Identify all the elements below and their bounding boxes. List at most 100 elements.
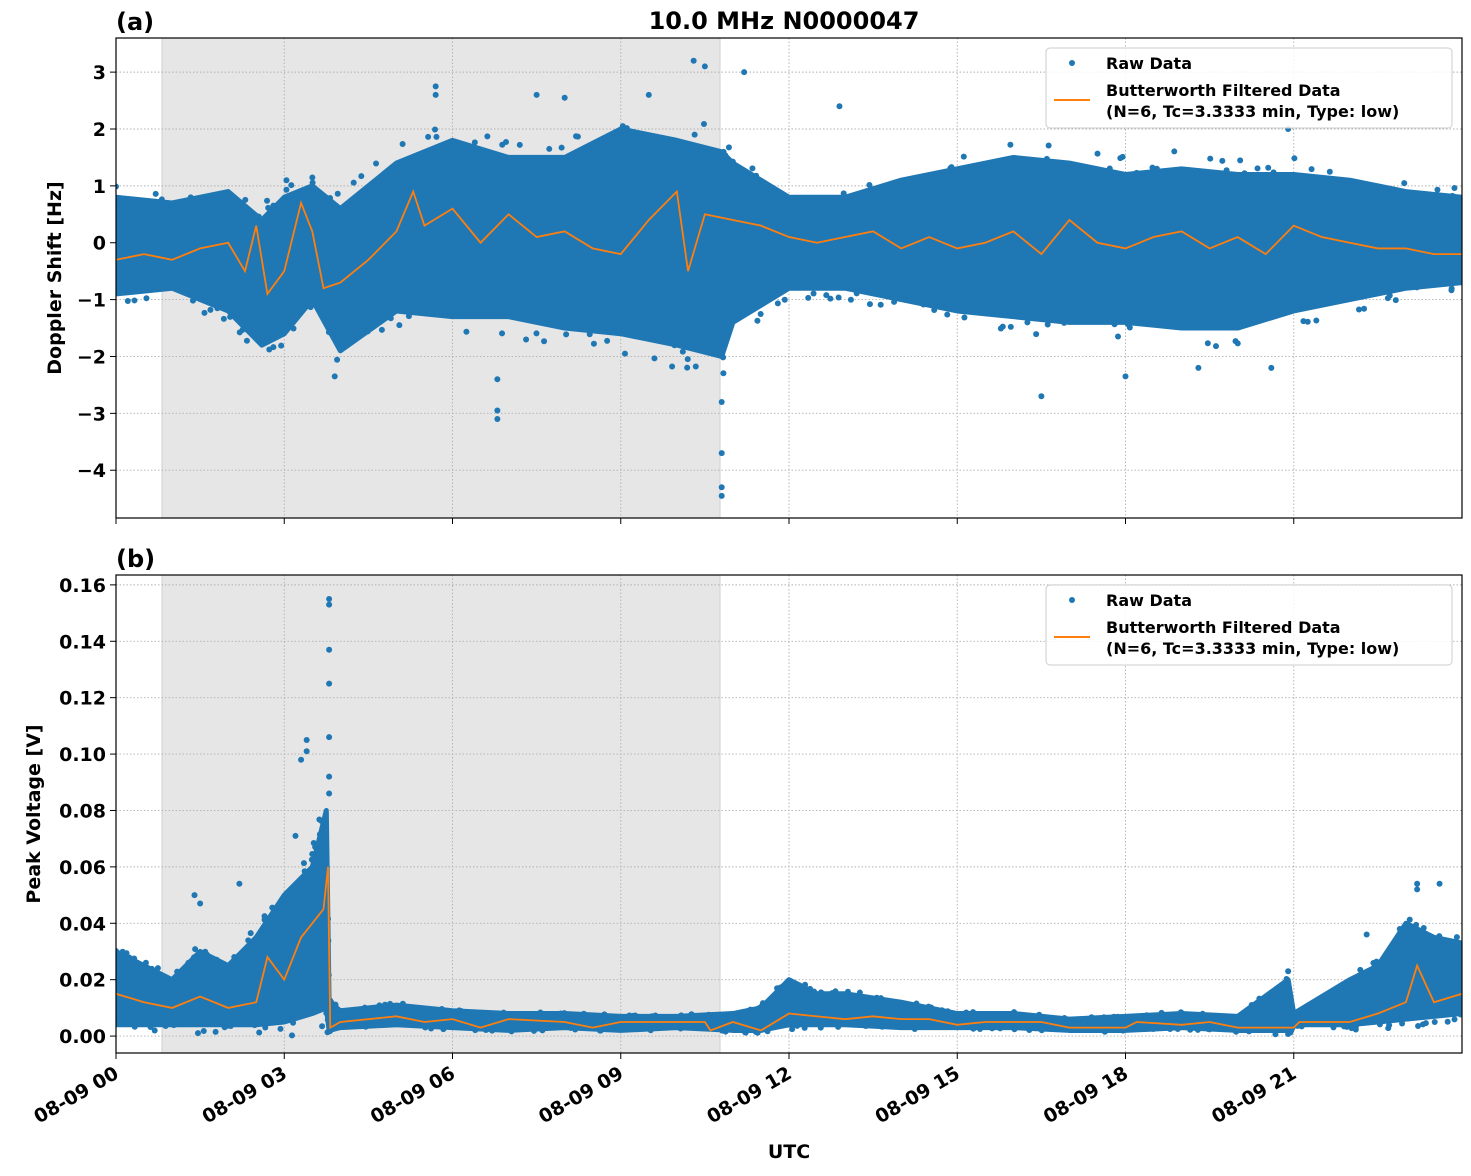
raw-data-point — [1326, 168, 1333, 175]
y-tick-label: 0.16 — [59, 575, 106, 597]
raw-data-point — [303, 748, 310, 755]
raw-data-point — [832, 988, 839, 995]
plot-area — [116, 38, 1462, 518]
raw-data-point — [245, 937, 252, 944]
raw-data-point — [931, 307, 938, 314]
legend-filtered-label: Butterworth Filtered Data — [1106, 618, 1341, 637]
raw-data-point — [764, 1028, 771, 1035]
raw-data-point — [316, 831, 323, 838]
raw-data-point — [1449, 192, 1456, 199]
raw-data-point — [823, 292, 830, 299]
raw-data-point — [531, 1027, 538, 1034]
raw-data-point — [677, 1025, 684, 1032]
raw-data-point — [586, 331, 593, 338]
raw-data-band — [116, 126, 1462, 359]
raw-data-point — [427, 1023, 434, 1030]
raw-data-point — [162, 1023, 169, 1030]
raw-data-point — [557, 1010, 564, 1017]
raw-data-point — [794, 1022, 801, 1029]
raw-data-point — [1038, 393, 1045, 400]
raw-data-point — [174, 968, 181, 975]
raw-data-point — [220, 315, 227, 322]
raw-data-point — [1195, 364, 1202, 371]
raw-data-point — [601, 1011, 608, 1018]
raw-data-point — [1272, 1031, 1279, 1038]
raw-data-point — [326, 646, 333, 653]
y-tick-label: 0.00 — [59, 1026, 106, 1048]
raw-data-point — [197, 900, 204, 907]
raw-data-point — [290, 1019, 297, 1026]
raw-data-point — [1363, 931, 1370, 938]
raw-data-point — [1174, 1025, 1181, 1032]
raw-data-point — [499, 330, 506, 337]
raw-data-point — [623, 125, 630, 132]
raw-data-point — [116, 183, 120, 190]
raw-data-point — [1045, 142, 1052, 149]
raw-data-point — [718, 450, 725, 457]
raw-data-point — [332, 1001, 339, 1008]
raw-data-point — [1061, 1015, 1068, 1022]
raw-data-point — [236, 329, 243, 336]
raw-data-point — [255, 213, 262, 220]
raw-data-point — [742, 1029, 749, 1036]
raw-data-point — [326, 773, 333, 780]
legend-raw-label: Raw Data — [1106, 54, 1192, 73]
raw-data-point — [1158, 1009, 1165, 1016]
raw-data-point — [836, 103, 843, 110]
raw-data-point — [422, 1024, 429, 1031]
raw-data-point — [938, 1007, 945, 1014]
raw-data-point — [1177, 1009, 1184, 1016]
y-tick-label: 0.12 — [59, 688, 106, 710]
raw-data-point — [669, 363, 676, 370]
y-tick-label: 1 — [93, 176, 106, 198]
raw-data-point — [213, 956, 220, 963]
raw-data-point — [305, 302, 312, 309]
x-tick-label: 08-09 21 — [1208, 1062, 1300, 1128]
raw-data-point — [1436, 933, 1443, 940]
raw-data-point — [1444, 1018, 1451, 1025]
raw-data-point — [720, 370, 727, 377]
raw-data-point — [1111, 321, 1118, 328]
raw-data-point — [567, 1024, 574, 1031]
raw-data-point — [866, 301, 873, 308]
raw-data-band — [116, 807, 1462, 1033]
raw-data-point — [690, 57, 697, 64]
raw-data-point — [546, 145, 553, 152]
raw-data-point — [187, 194, 194, 201]
raw-data-point — [1415, 1023, 1422, 1030]
raw-data-point — [913, 1000, 920, 1007]
x-tick-label: 08-09 00 — [30, 1062, 122, 1128]
raw-data-point — [877, 995, 884, 1002]
raw-data-point — [970, 1009, 977, 1016]
raw-data-point — [399, 1000, 406, 1007]
legend-raw-label: Raw Data — [1106, 591, 1192, 610]
raw-data-point — [741, 69, 748, 76]
raw-data-point — [533, 91, 540, 98]
raw-data-point — [997, 325, 1004, 332]
x-axis-label: UTC — [768, 1141, 810, 1163]
raw-data-point — [494, 416, 501, 423]
raw-data-point — [725, 144, 732, 151]
raw-data-point — [632, 1012, 639, 1019]
y-tick-label: −4 — [77, 460, 106, 482]
y-tick-label: 0.04 — [59, 913, 106, 935]
y-tick-label: −1 — [77, 290, 106, 312]
raw-data-point — [1106, 165, 1113, 172]
raw-data-point — [1110, 1013, 1117, 1020]
raw-data-point — [116, 948, 120, 955]
panel-label-a: (a) — [116, 8, 154, 36]
raw-data-point — [810, 290, 817, 297]
raw-data-point — [944, 311, 951, 318]
raw-data-point — [1044, 321, 1051, 328]
raw-data-point — [207, 306, 214, 313]
raw-data-point — [688, 1011, 695, 1018]
raw-data-point — [131, 1023, 138, 1030]
raw-data-point — [192, 946, 199, 953]
raw-data-point — [774, 985, 781, 992]
raw-data-point — [757, 311, 764, 318]
raw-data-point — [920, 301, 927, 308]
raw-data-point — [561, 94, 568, 101]
raw-data-point — [283, 186, 290, 193]
legend: Raw Data Butterworth Filtered Data (N=6, T… — [1045, 584, 1453, 666]
raw-data-point — [185, 959, 192, 966]
